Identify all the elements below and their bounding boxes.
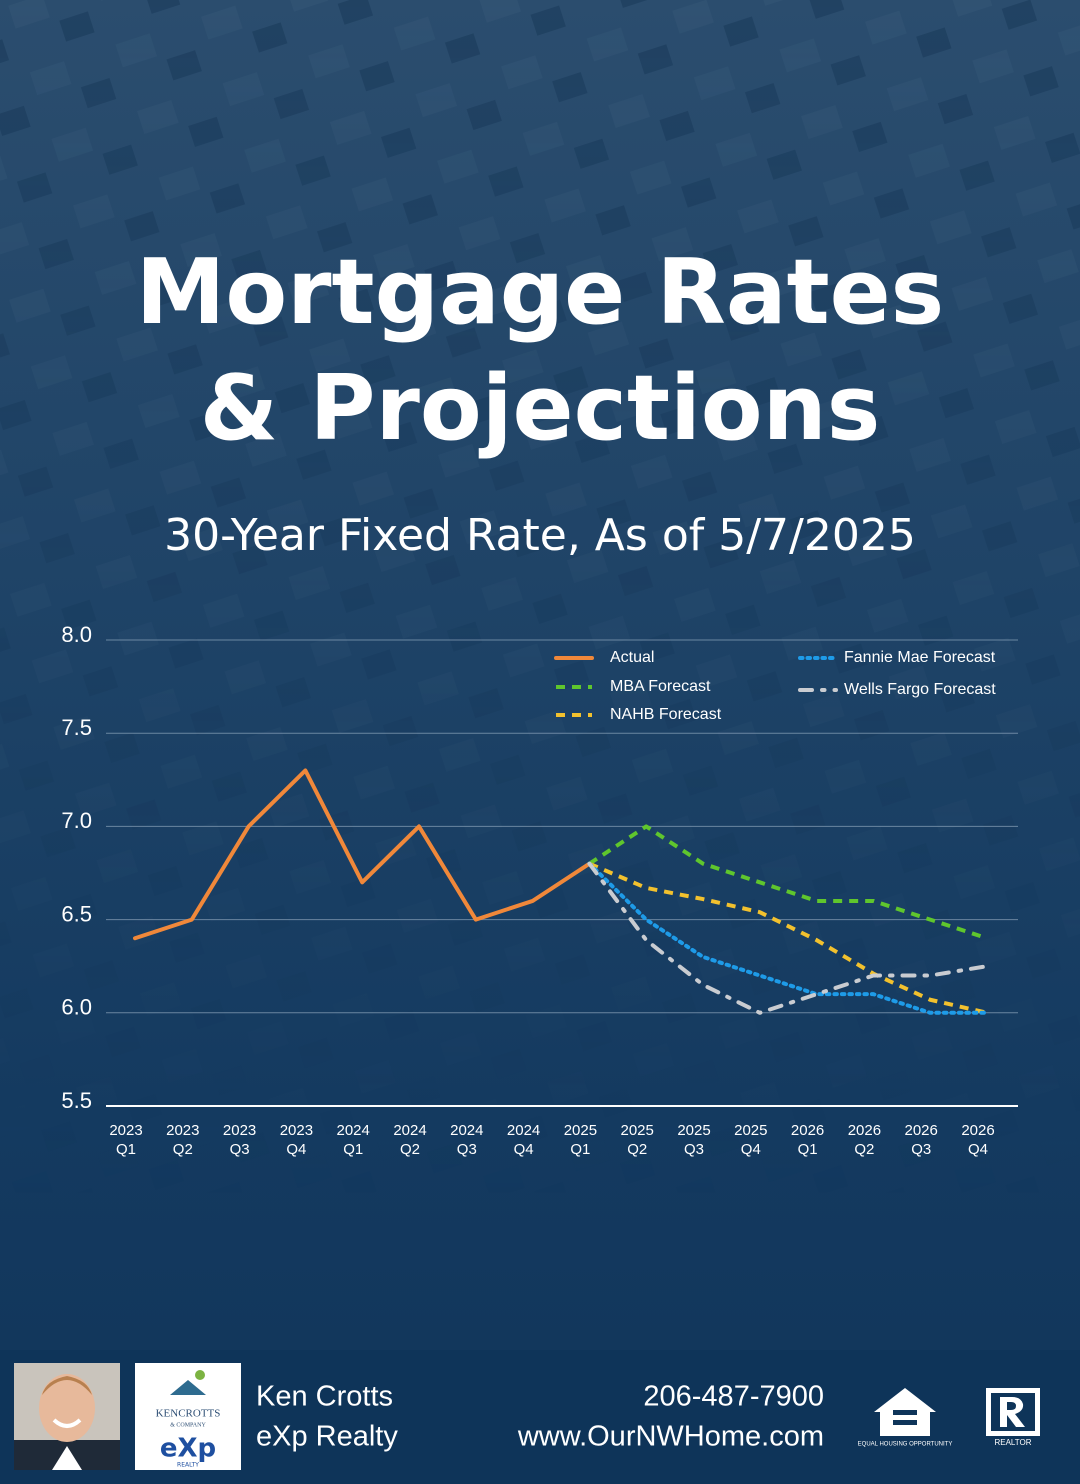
x-tick-label: 2024 xyxy=(450,1122,483,1139)
badge-text: REALTOR xyxy=(994,1438,1031,1447)
badge-text: EQUAL HOUSING OPPORTUNITY xyxy=(858,1442,953,1448)
y-tick-label: 5.5 xyxy=(61,1088,92,1113)
background-texture xyxy=(0,0,1080,1200)
x-tick-label: 2025 xyxy=(734,1122,767,1139)
realtor-logo: REALTOR xyxy=(986,1388,1040,1447)
y-tick-label: 6.5 xyxy=(61,901,92,926)
series-line xyxy=(587,861,989,1015)
x-tick-label: 2023 xyxy=(166,1122,199,1139)
x-tick-label: 2026 xyxy=(961,1122,994,1139)
legend-label: Fannie Mae Forecast xyxy=(844,649,996,666)
series-line xyxy=(588,824,988,941)
x-tick-label: Q4 xyxy=(741,1141,761,1158)
agent-photo xyxy=(14,1363,120,1470)
phone: 206-487-7900 xyxy=(643,1381,824,1413)
x-tick-label: 2025 xyxy=(564,1122,597,1139)
x-tick-label: Q3 xyxy=(230,1141,250,1158)
company-logo: KENCROTTS & COMPANY eXp REALTY xyxy=(135,1363,241,1470)
x-tick-label: Q1 xyxy=(570,1141,590,1158)
website: www.OurNWHome.com xyxy=(517,1421,824,1453)
brokerage: eXp Realty xyxy=(256,1421,398,1453)
x-tick-label: 2024 xyxy=(507,1122,540,1139)
title-line: & Projections xyxy=(200,356,881,461)
x-tick-label: 2026 xyxy=(791,1122,824,1139)
title-line: Mortgage Rates xyxy=(136,240,944,345)
x-tick-label: 2023 xyxy=(280,1122,313,1139)
x-tick-label: Q1 xyxy=(116,1141,136,1158)
logo-text: & COMPANY xyxy=(170,1422,206,1428)
x-tick-label: Q1 xyxy=(798,1141,818,1158)
x-tick-label: Q3 xyxy=(911,1141,931,1158)
x-tick-label: Q4 xyxy=(286,1141,306,1158)
y-tick-label: 6.0 xyxy=(61,995,92,1020)
x-tick-label: Q2 xyxy=(854,1141,874,1158)
x-tick-label: 2024 xyxy=(337,1122,370,1139)
x-tick-label: Q1 xyxy=(343,1141,363,1158)
series-line xyxy=(587,861,989,1015)
logo-text: eXp xyxy=(160,1434,216,1464)
x-tick-label: 2023 xyxy=(109,1122,142,1139)
x-tick-label: Q2 xyxy=(627,1141,647,1158)
legend-label: MBA Forecast xyxy=(610,678,711,695)
subtitle: 30-Year Fixed Rate, As of 5/7/2025 xyxy=(164,510,916,561)
chart: 5.5 6.0 6.5 7.0 7.5 8.0 2023 Q1 2023 Q2 2023 Q3 2023… xyxy=(61,622,1018,1158)
x-tick-label: Q3 xyxy=(684,1141,704,1158)
x-tick-label: 2026 xyxy=(848,1122,881,1139)
x-tick-label: Q2 xyxy=(400,1141,420,1158)
equal-housing-logo: EQUAL HOUSING OPPORTUNITY xyxy=(858,1388,953,1448)
legend-label: Actual xyxy=(610,649,654,666)
legend-label: Wells Fargo Forecast xyxy=(844,681,996,698)
x-tick-label: Q4 xyxy=(968,1141,988,1158)
x-tick-label: Q3 xyxy=(457,1141,477,1158)
x-tick-label: 2026 xyxy=(905,1122,938,1139)
y-tick-label: 7.5 xyxy=(61,715,92,740)
y-tick-label: 8.0 xyxy=(61,622,92,647)
logo-text: REALTY xyxy=(177,1462,199,1469)
x-tick-label: 2024 xyxy=(393,1122,426,1139)
agent-name: Ken Crotts xyxy=(256,1381,393,1413)
x-tick-label: 2025 xyxy=(621,1122,654,1139)
series-line xyxy=(588,861,988,1015)
x-tick-label: Q2 xyxy=(173,1141,193,1158)
x-tick-label: Q4 xyxy=(514,1141,534,1158)
x-tick-label: 2023 xyxy=(223,1122,256,1139)
x-tick-label: 2025 xyxy=(677,1122,710,1139)
legend-label: NAHB Forecast xyxy=(610,706,722,723)
logo-text: KENCROTTS xyxy=(156,1408,221,1420)
series-line xyxy=(133,768,592,941)
y-tick-label: 7.0 xyxy=(61,808,92,833)
